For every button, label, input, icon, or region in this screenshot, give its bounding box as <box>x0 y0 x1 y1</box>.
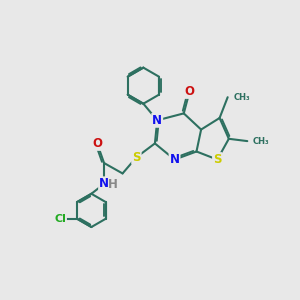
Text: CH₃: CH₃ <box>253 136 270 146</box>
Text: O: O <box>184 85 195 98</box>
Text: Cl: Cl <box>54 214 66 224</box>
Text: N: N <box>152 114 162 127</box>
Text: N: N <box>99 177 109 190</box>
Text: H: H <box>108 178 118 191</box>
Text: CH₃: CH₃ <box>233 93 250 102</box>
Text: N: N <box>169 153 179 166</box>
Text: S: S <box>132 151 141 164</box>
Text: S: S <box>213 153 221 166</box>
Text: O: O <box>92 137 102 150</box>
